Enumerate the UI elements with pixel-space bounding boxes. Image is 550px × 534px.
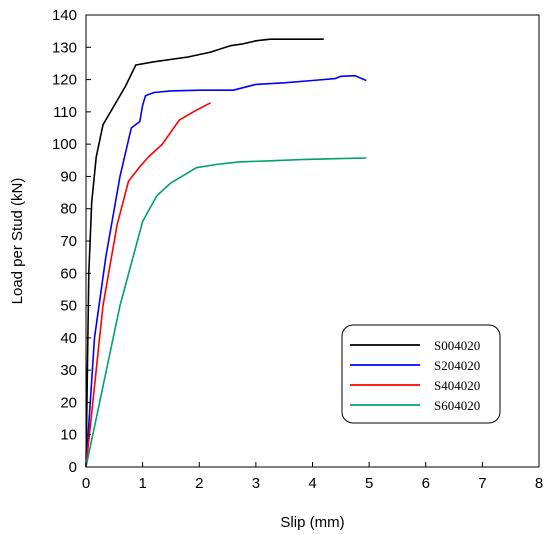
x-tick-label: 4	[308, 475, 316, 492]
x-tick-label: 0	[82, 475, 90, 492]
legend-box	[341, 324, 501, 424]
legend-label: S404020	[434, 378, 480, 393]
y-tick-label: 130	[52, 39, 77, 56]
y-tick-label: 80	[60, 201, 77, 218]
y-tick-label: 50	[60, 298, 77, 315]
x-tick-label: 6	[422, 475, 430, 492]
x-axis-title: Slip (mm)	[280, 514, 344, 531]
series-line-s004020	[85, 38, 324, 468]
series-line-s204020	[85, 74, 367, 468]
y-tick-label: 0	[69, 459, 77, 476]
y-tick-label: 70	[60, 233, 77, 250]
series-layer	[85, 38, 367, 468]
legend: S004020 S204020 S404020 S604020	[341, 324, 501, 424]
y-tick-label: 120	[52, 72, 77, 89]
y-tick-label: 40	[60, 330, 77, 347]
y-tick-label: 90	[60, 168, 77, 185]
axes-layer: 0 10 20 30 40 50 60 70 80 90 100 110 120 130 140 0 1 2 3 4 5…	[9, 7, 543, 531]
legend-label: S604020	[434, 398, 480, 413]
y-tick-label: 100	[52, 136, 77, 153]
series-line-s604020	[85, 157, 367, 468]
y-tick-label: 140	[52, 7, 77, 24]
legend-label: S004020	[434, 338, 480, 353]
y-tick-label: 20	[60, 394, 77, 411]
y-tick-label: 10	[60, 427, 77, 444]
x-tick-label: 7	[478, 475, 486, 492]
legend-label: S204020	[434, 358, 480, 373]
x-tick-label: 5	[365, 475, 373, 492]
y-tick-label: 60	[60, 265, 77, 282]
series-line-s404020	[85, 102, 211, 468]
y-axis-title: Load per Stud (kN)	[9, 178, 26, 305]
x-tick-label: 1	[138, 475, 146, 492]
x-tick-label: 2	[195, 475, 203, 492]
y-tick-label: 110	[53, 104, 77, 121]
y-tick-label: 30	[60, 362, 77, 379]
x-tick-label: 3	[252, 475, 260, 492]
x-tick-label: 8	[535, 475, 543, 492]
